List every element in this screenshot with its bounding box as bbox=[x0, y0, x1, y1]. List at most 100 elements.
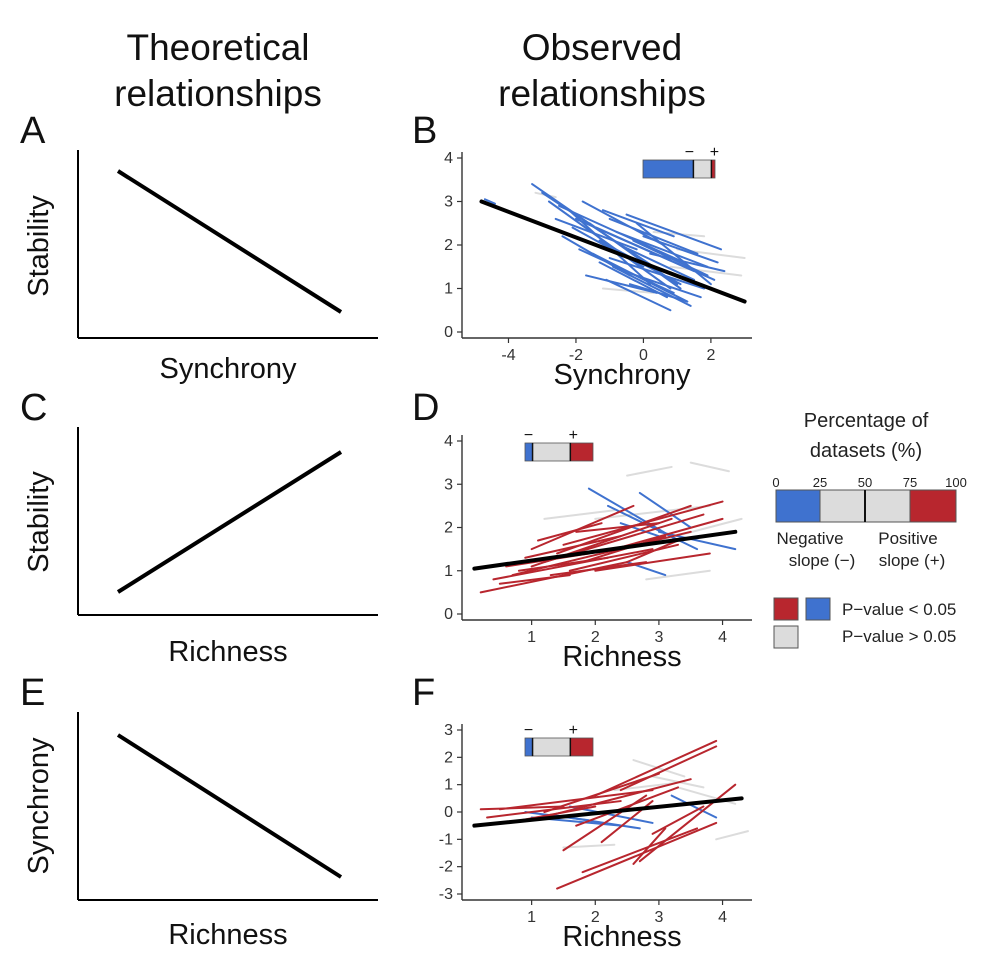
panel-f-dataset-line-red bbox=[498, 789, 654, 811]
panel-d-dataset-line-red bbox=[517, 556, 609, 572]
legend-nonsig-label: P−value > 0.05 bbox=[842, 627, 956, 646]
panel-f-dataset-line-red bbox=[575, 786, 679, 827]
panel-d-ytick-label: 2 bbox=[444, 520, 453, 537]
panel-f-minibar-nonsig bbox=[532, 737, 571, 757]
panel-d-dataset-line-red bbox=[594, 552, 711, 572]
legend-nonsig-swatch bbox=[773, 625, 799, 649]
panel-f-dataset-line-blue bbox=[670, 794, 718, 819]
panel-b-dataset-line-blue bbox=[649, 252, 726, 273]
legend-sig-label: P−value < 0.05 bbox=[842, 600, 956, 619]
panel-letter-d: D bbox=[412, 387, 439, 429]
panel-d-minibar-positive bbox=[569, 442, 594, 462]
panel-d-dataset-line-red bbox=[575, 522, 660, 533]
panel-b-dataset-line-blue bbox=[588, 222, 682, 290]
panel-d-dataset-line-red bbox=[524, 535, 622, 559]
panel-d-xtick-label: 2 bbox=[591, 629, 600, 646]
panel-b-overall-fit-line bbox=[479, 199, 747, 304]
panel-f-dataset-line-red bbox=[594, 739, 718, 797]
panel-f-minibar-positive bbox=[569, 737, 594, 757]
panel-b-xlabel: Synchrony bbox=[553, 359, 691, 391]
panel-letter-a: A bbox=[20, 110, 46, 152]
panel-f-minibar-plus-label: + bbox=[569, 722, 578, 739]
panel-f-ytick-label: -1 bbox=[439, 831, 453, 848]
panel-e-ylabel: Synchrony bbox=[23, 737, 55, 875]
legend-scale-tick-25: 25 bbox=[813, 475, 827, 490]
legend-positive-label-line1: Positive bbox=[878, 529, 938, 548]
panel-f-minibar-minus-label: − bbox=[524, 722, 533, 739]
panel-f-dataset-line-grey bbox=[632, 759, 686, 778]
panel-f-ytick-label: 3 bbox=[444, 722, 453, 739]
panel-c-ylabel: Stability bbox=[23, 471, 55, 573]
legend-negative-label-line1: Negative bbox=[776, 529, 843, 548]
legend-title-line1: Percentage of bbox=[804, 410, 929, 432]
panel-b-xtick-label: -2 bbox=[569, 347, 583, 364]
panel-e-theoretical: Synchrony Richness bbox=[23, 712, 378, 951]
panel-f-observed: -3 -2 -1 0 1 2 3 1 2 3 4 Richness − + bbox=[439, 722, 752, 953]
legend-scale-tick-0: 0 bbox=[772, 475, 779, 490]
panel-d-ytick-label: 4 bbox=[444, 433, 453, 450]
panel-b-dataset-line-blue bbox=[625, 213, 723, 251]
header-observed-line2: relationships bbox=[498, 73, 706, 114]
panel-b-dataset-line-blue bbox=[483, 198, 496, 205]
panel-d-ytick-label: 0 bbox=[444, 606, 453, 623]
panel-d-dataset-line-grey bbox=[626, 465, 673, 477]
panel-d-observed: 0 1 2 3 4 1 2 3 4 Richness − + bbox=[444, 427, 752, 673]
legend-scale-negative-segment bbox=[775, 489, 821, 523]
panel-d-minibar-minus-label: − bbox=[524, 427, 533, 444]
panel-letter-f: F bbox=[412, 672, 435, 714]
panel-b-observed: 0 1 2 3 4 -4 -2 0 2 Synchrony − + bbox=[444, 144, 752, 391]
panel-d-xtick-label: 3 bbox=[654, 629, 663, 646]
legend-sig-red-swatch bbox=[773, 597, 799, 621]
panel-b-minibar-nonsig bbox=[693, 159, 712, 179]
panel-f-ytick-label: -2 bbox=[439, 859, 453, 876]
panel-f-dataset-line-red bbox=[486, 800, 622, 819]
panel-d-dataset-line-red bbox=[537, 522, 603, 542]
legend-title-line2: datasets (%) bbox=[810, 440, 922, 462]
panel-letter-e: E bbox=[20, 672, 45, 714]
legend-sig-blue-swatch bbox=[805, 597, 831, 621]
panel-a-ylabel: Stability bbox=[23, 195, 55, 297]
panel-b-dataset-line-blue bbox=[628, 283, 689, 303]
panel-f-ytick-label: -3 bbox=[439, 886, 453, 903]
panel-b-dataset-line-blue bbox=[615, 230, 709, 268]
panel-f-ytick-label: 0 bbox=[444, 804, 453, 821]
panel-f-xtick-label: 1 bbox=[527, 909, 536, 926]
panel-d-dataset-line-grey bbox=[594, 504, 711, 520]
panel-b-minibar-negative bbox=[642, 159, 694, 179]
panel-b-ytick-label: 2 bbox=[444, 237, 453, 254]
header-observed-line1: Observed bbox=[522, 27, 682, 68]
panel-d-ytick-label: 3 bbox=[444, 476, 453, 493]
panel-b-dataset-line-blue bbox=[618, 244, 696, 281]
panel-f-dataset-line-grey bbox=[715, 830, 749, 841]
panel-b-xtick-label: 0 bbox=[639, 347, 648, 364]
panel-b-dataset-line-blue bbox=[605, 278, 672, 312]
panel-d-dataset-line-grey bbox=[645, 569, 711, 581]
legend-scale-positive-segment bbox=[909, 489, 957, 523]
panel-b-dataset-line-blue bbox=[622, 270, 702, 299]
panel-b-dataset-line-blue bbox=[608, 257, 706, 290]
panel-b-dataset-line-blue bbox=[601, 209, 675, 238]
panel-f-xtick-label: 2 bbox=[591, 909, 600, 926]
panel-d-dataset-line-red bbox=[626, 539, 679, 564]
panel-f-xlabel: Richness bbox=[562, 921, 681, 953]
panel-f-xtick-label: 3 bbox=[654, 909, 663, 926]
panel-letter-c: C bbox=[20, 387, 47, 429]
panel-e-relationship-line bbox=[116, 733, 343, 879]
header-theoretical-line2: relationships bbox=[114, 73, 322, 114]
panel-d-dataset-line-grey bbox=[543, 509, 616, 520]
panel-d-xlabel: Richness bbox=[562, 641, 681, 673]
panel-b-ytick-label: 3 bbox=[444, 194, 453, 211]
panel-f-ytick-label: 2 bbox=[444, 749, 453, 766]
panel-d-minibar-negative bbox=[524, 442, 533, 462]
panel-b-minibar-minus-label: − bbox=[685, 144, 694, 161]
panel-f-dataset-line-red bbox=[556, 821, 718, 890]
panel-d-dataset-line-red bbox=[492, 548, 654, 581]
panel-e-xlabel: Richness bbox=[168, 919, 287, 951]
panel-f-dataset-line-red bbox=[632, 827, 667, 865]
panel-f-minibar-negative bbox=[524, 737, 533, 757]
legend-scale-tick-50: 50 bbox=[858, 475, 872, 490]
panel-d-dataset-line-blue bbox=[657, 530, 737, 551]
panel-d-dataset-line-red bbox=[549, 561, 648, 577]
panel-d-xtick-label: 4 bbox=[718, 629, 727, 646]
